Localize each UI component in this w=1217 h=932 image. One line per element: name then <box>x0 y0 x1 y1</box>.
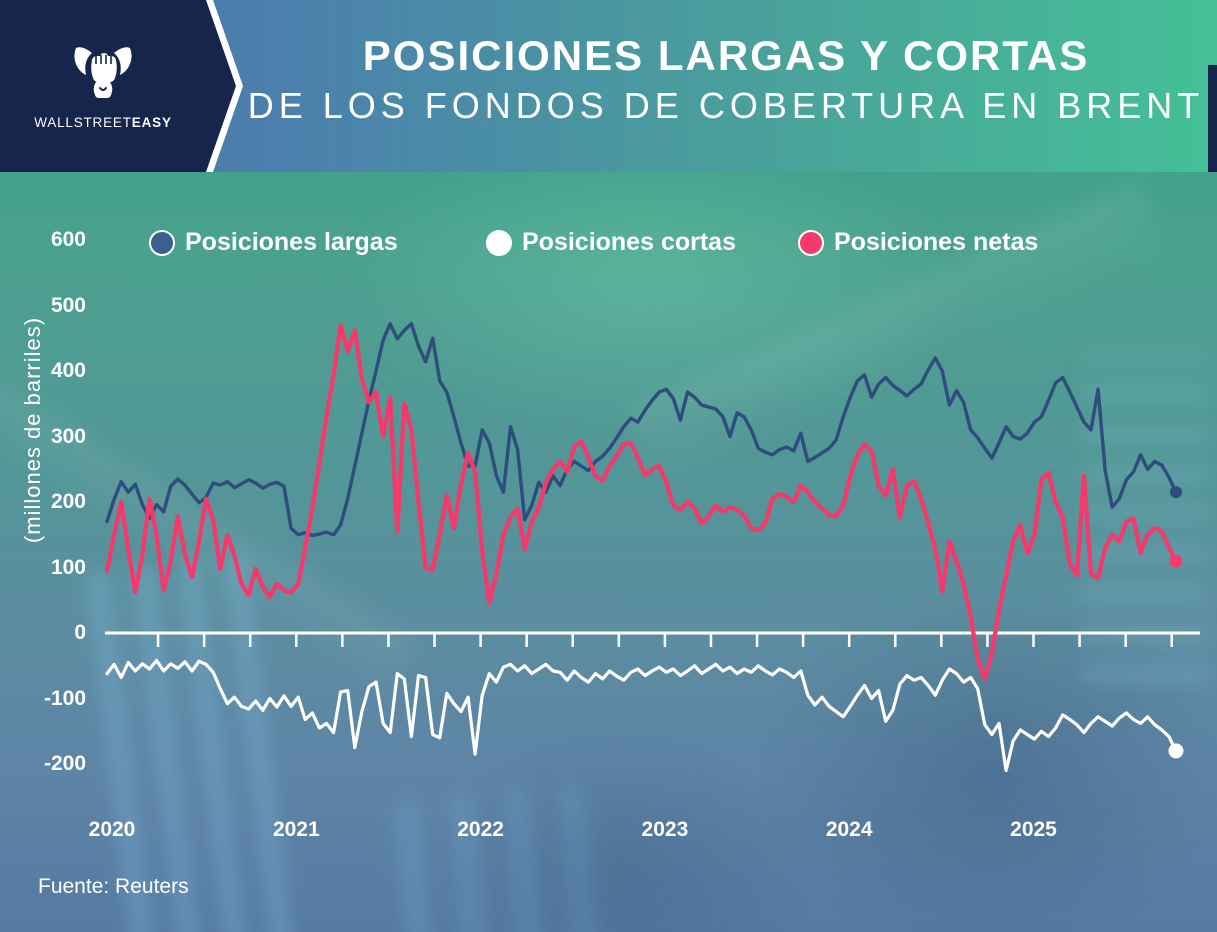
brand-name: WALLSTREETEASY <box>34 115 172 130</box>
legend-swatch-cortas <box>486 229 512 256</box>
line-chart <box>104 322 1200 773</box>
bull-fist-logo-icon <box>70 42 136 107</box>
y-tick-label: -200 <box>43 752 86 775</box>
header-titles: POSICIONES LARGAS Y CORTAS DE LOS FONDOS… <box>245 0 1207 172</box>
series-line-netas <box>104 322 1179 682</box>
page-subtitle: DE LOS FONDOS DE COBERTURA EN BRENT <box>247 85 1205 126</box>
x-tick-label: 2023 <box>641 818 689 841</box>
legend-item-netas: Posiciones netas <box>798 228 1038 257</box>
legend-label: Posiciones cortas <box>522 228 736 256</box>
x-tick-label: 2021 <box>272 818 320 841</box>
page-title: POSICIONES LARGAS Y CORTAS <box>362 32 1090 79</box>
legend-label: Posiciones netas <box>834 228 1039 256</box>
source-credit: Fuente: Reuters <box>38 875 189 898</box>
legend-item-cortas: Posiciones cortas <box>486 228 736 257</box>
header-right-edge-decoration <box>1208 65 1217 172</box>
y-tick-label: 200 <box>50 490 86 513</box>
y-tick-label: 600 <box>50 228 86 251</box>
y-tick-label: 0 <box>74 621 86 644</box>
x-tick-label: 2022 <box>457 818 504 841</box>
header-banner: WALLSTREETEASY POSICIONES LARGAS Y CORTA… <box>0 0 1217 172</box>
x-tick-label: 2020 <box>88 818 136 841</box>
y-tick-label: 300 <box>50 424 86 448</box>
series-line-largas <box>105 322 1178 538</box>
legend-label: Posiciones largas <box>185 228 398 256</box>
x-tick-label: 2024 <box>825 818 873 841</box>
legend-swatch-netas <box>798 229 824 256</box>
series-end-dot-cortas <box>1168 743 1184 759</box>
chart-area: Posiciones largas Posiciones cortas Posi… <box>0 172 1217 932</box>
legend-swatch-largas <box>149 229 175 256</box>
series-end-dot-netas <box>1169 554 1183 568</box>
x-tick-label: 2025 <box>1010 818 1057 841</box>
y-tick-label: 100 <box>50 555 86 579</box>
y-tick-label: 500 <box>50 293 86 317</box>
logo-box: WALLSTREETEASY <box>0 0 236 172</box>
legend-item-largas: Posiciones largas <box>149 228 398 257</box>
y-tick-label: -100 <box>43 686 86 710</box>
series-end-dot-largas <box>1169 486 1182 499</box>
brand-name-light: WALLSTREET <box>34 115 132 130</box>
series-line-cortas <box>105 658 1178 773</box>
logo: WALLSTREETEASY <box>0 0 206 172</box>
y-tick-label: 400 <box>50 359 86 382</box>
brand-name-bold: EASY <box>131 115 172 130</box>
chart-legend: Posiciones largas Posiciones cortas Posi… <box>0 228 1217 264</box>
